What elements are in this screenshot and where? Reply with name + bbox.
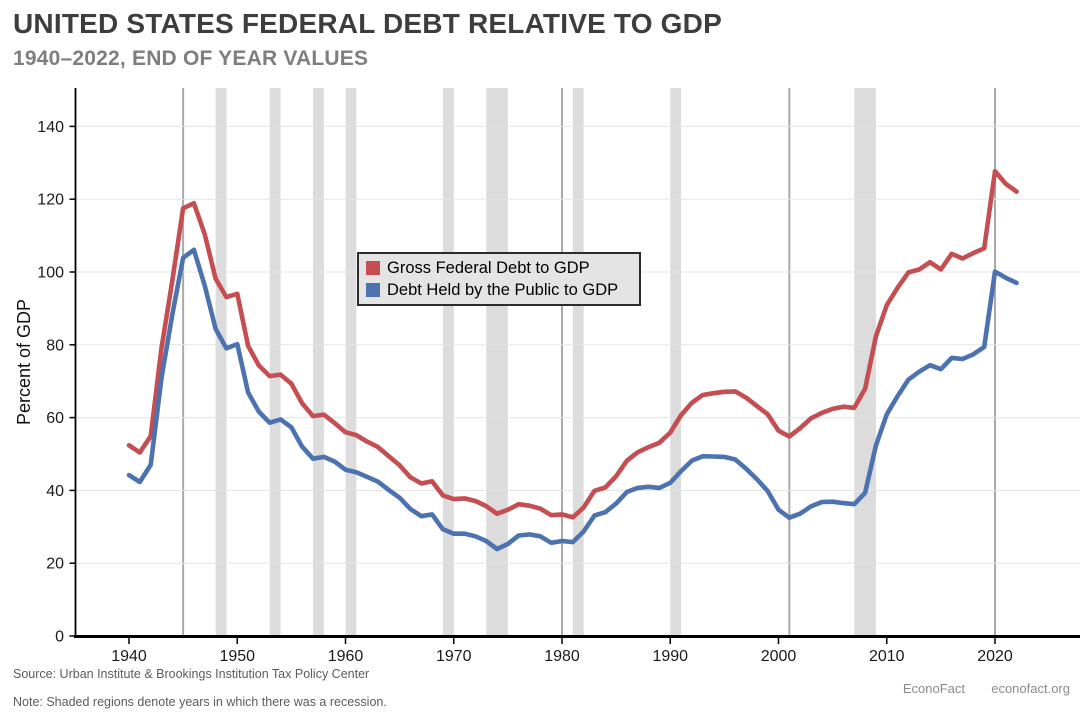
x-tick-label: 1940 [111, 648, 147, 665]
y-tick-label: 40 [46, 483, 64, 500]
y-tick-label: 120 [37, 192, 64, 209]
legend-item-public: Debt Held by the Public to GDP [366, 279, 632, 301]
recession-band [670, 88, 682, 637]
x-tick-label: 1960 [328, 648, 364, 665]
x-tick-label: 1970 [436, 648, 472, 665]
legend: Gross Federal Debt to GDP Debt Held by t… [357, 252, 641, 306]
legend-label-gross: Gross Federal Debt to GDP [387, 258, 590, 277]
x-tick-label: 2020 [977, 648, 1013, 665]
recession-band [215, 88, 227, 637]
recession-band [313, 88, 324, 637]
recession-line [561, 88, 563, 637]
recession-band [269, 88, 281, 637]
y-tick-label: 20 [46, 556, 64, 573]
y-tick-label: 100 [37, 265, 64, 282]
y-tick-label: 0 [55, 629, 64, 646]
recession-band [572, 88, 584, 637]
page-title: UNITED STATES FEDERAL DEBT RELATIVE TO G… [13, 8, 722, 39]
recession-band [486, 88, 508, 637]
recession-band [345, 88, 357, 637]
recession-line [994, 88, 996, 637]
note-text: Note: Shaded regions denote years in whi… [13, 695, 387, 709]
x-tick-label: 1990 [652, 648, 688, 665]
recession-line [182, 88, 185, 637]
legend-item-gross: Gross Federal Debt to GDP [366, 257, 632, 279]
source-text: Source: Urban Institute & Brookings Inst… [13, 667, 370, 681]
recession-line [788, 88, 791, 637]
public-debt-legend-swatch [366, 283, 380, 297]
x-tick-label: 1950 [219, 648, 255, 665]
gross-federal-debt-line [126, 168, 1019, 520]
gross-debt-legend-swatch [366, 261, 380, 275]
x-tick-label: 2010 [869, 648, 905, 665]
recession-band [442, 88, 454, 637]
y-tick-label: 140 [37, 119, 64, 136]
x-tick-label: 2000 [761, 648, 797, 665]
y-tick-label: 80 [46, 337, 64, 354]
econofact-brand: EconoFact [902, 681, 965, 696]
y-tick-label: 60 [46, 410, 64, 427]
econofact-url: econofact.org [991, 681, 1070, 696]
page-subtitle: 1940–2022, END OF YEAR VALUES [13, 47, 369, 70]
x-tick-label: 1980 [544, 648, 580, 665]
debt-held-by-public-line [126, 247, 1019, 552]
y-axis-title: Percent of GDP [14, 299, 34, 425]
legend-label-public: Debt Held by the Public to GDP [387, 280, 619, 299]
